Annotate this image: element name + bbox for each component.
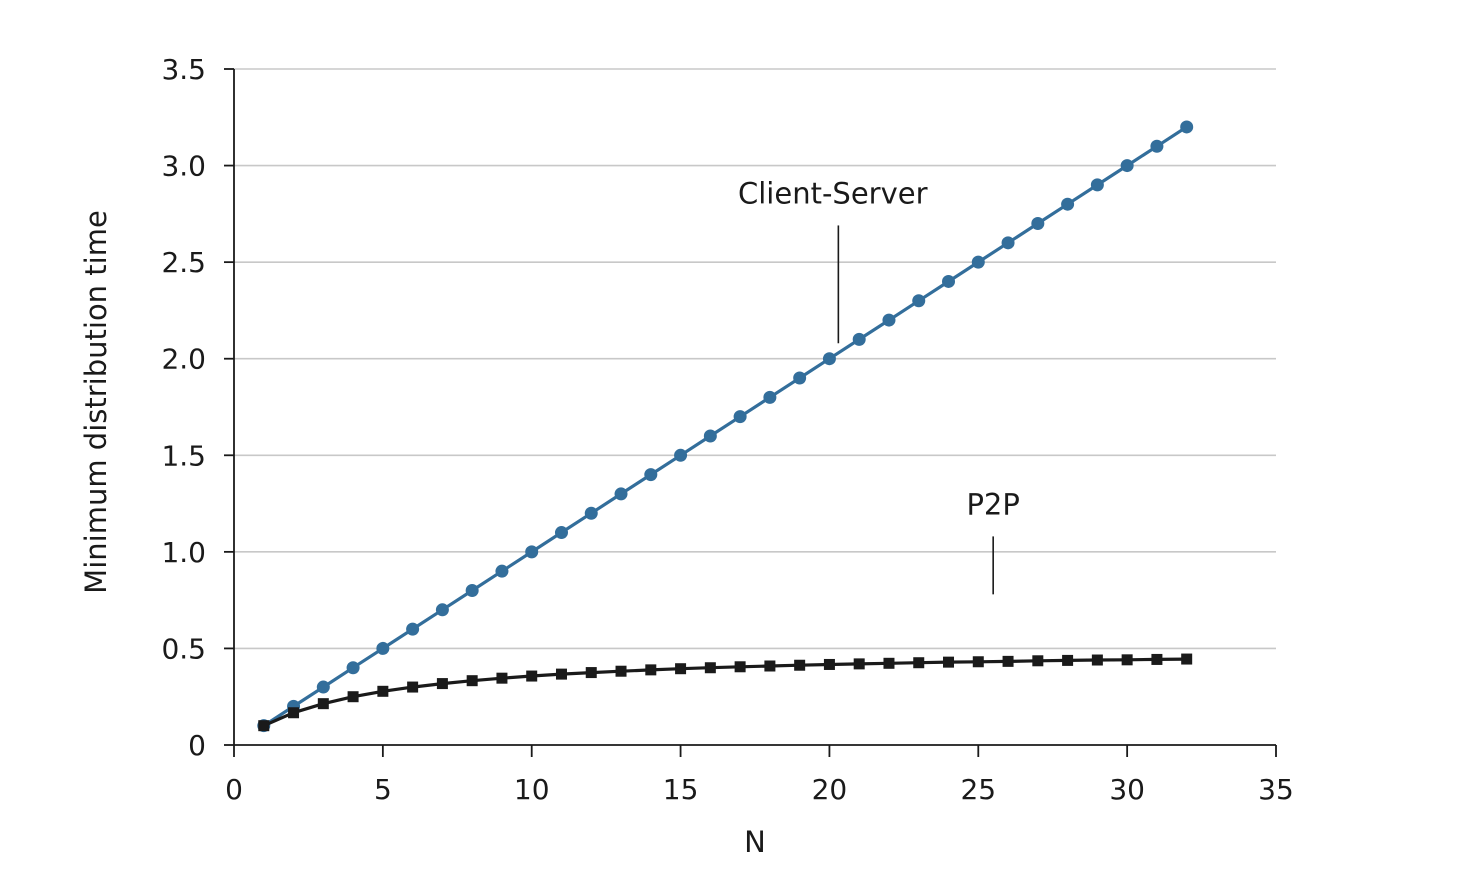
point-p2p-0 — [258, 720, 270, 732]
point-client-server-20 — [852, 332, 866, 346]
y-tick-label-4: 2.0 — [161, 343, 206, 376]
series-line-p2p — [263, 657, 1187, 728]
point-p2p-3 — [347, 691, 359, 703]
annotation-label-client-server: Client-Server — [738, 176, 928, 210]
point-p2p-6 — [436, 678, 448, 690]
point-p2p-1 — [288, 707, 300, 719]
point-client-server-18 — [793, 371, 807, 385]
point-p2p-28 — [1091, 654, 1103, 666]
point-client-server-16 — [733, 410, 747, 424]
point-p2p-19 — [823, 658, 835, 670]
y-tick-label-5: 2.5 — [161, 246, 206, 279]
point-p2p-2 — [317, 698, 329, 710]
point-client-server-11 — [584, 506, 598, 520]
point-client-server-15 — [703, 429, 717, 443]
series-client-server — [257, 120, 1194, 733]
point-client-server-27 — [1061, 197, 1075, 211]
x-tick-label-4: 20 — [812, 773, 848, 806]
point-client-server-19 — [822, 352, 836, 366]
point-client-server-26 — [1031, 217, 1045, 231]
x-tick-label-5: 25 — [960, 773, 996, 806]
point-p2p-21 — [883, 657, 895, 669]
x-tick-label-6: 30 — [1109, 773, 1145, 806]
point-p2p-17 — [764, 660, 776, 672]
y-tick-label-7: 3.5 — [161, 53, 206, 86]
point-client-server-4 — [376, 641, 390, 655]
x-tick-label-1: 5 — [374, 773, 392, 806]
point-client-server-2 — [316, 680, 330, 694]
point-client-server-29 — [1120, 159, 1134, 173]
y-axis-title: Minimum distribution time — [79, 210, 113, 594]
series-p2p — [258, 653, 1193, 732]
point-p2p-27 — [1062, 654, 1074, 666]
x-tick-label-0: 0 — [225, 773, 243, 806]
point-p2p-15 — [704, 662, 716, 674]
point-client-server-5 — [406, 622, 420, 636]
y-tick-label-0: 0 — [188, 729, 206, 762]
point-p2p-26 — [1032, 655, 1044, 667]
y-tick-label-1: 0.5 — [161, 632, 206, 665]
point-p2p-7 — [466, 675, 478, 687]
point-p2p-5 — [407, 681, 419, 693]
y-tick-label-2: 1.0 — [161, 536, 206, 569]
ticks: 0 0.5 1.0 1.5 2.0 2.5 3.0 3.5 0 5 10 15 20 25 30 35 — [161, 53, 1293, 806]
point-client-server-21 — [882, 313, 896, 327]
point-client-server-14 — [674, 448, 688, 462]
point-client-server-12 — [614, 487, 628, 501]
point-p2p-8 — [496, 672, 508, 684]
point-client-server-23 — [942, 274, 956, 288]
x-tick-label-7: 35 — [1258, 773, 1294, 806]
point-p2p-11 — [585, 667, 597, 679]
point-client-server-30 — [1150, 139, 1164, 153]
point-p2p-4 — [377, 685, 389, 697]
x-tick-label-2: 10 — [514, 773, 550, 806]
x-axis-title: N — [744, 825, 766, 859]
point-client-server-8 — [495, 564, 509, 578]
point-p2p-23 — [943, 656, 955, 668]
point-client-server-17 — [763, 390, 777, 404]
y-tick-label-3: 1.5 — [161, 439, 206, 472]
point-client-server-6 — [435, 603, 449, 617]
series-layer — [257, 120, 1194, 733]
point-client-server-25 — [1001, 236, 1015, 250]
series-line-client-server — [262, 125, 1188, 728]
point-p2p-20 — [853, 658, 865, 670]
point-client-server-9 — [525, 545, 539, 559]
point-p2p-24 — [972, 656, 984, 668]
point-p2p-9 — [526, 670, 538, 682]
point-client-server-7 — [465, 583, 479, 597]
y-tick-label-6: 3.0 — [161, 150, 206, 183]
point-p2p-18 — [794, 659, 806, 671]
point-p2p-31 — [1181, 653, 1193, 665]
point-p2p-29 — [1121, 654, 1133, 666]
gridlines — [234, 68, 1276, 650]
x-tick-label-3: 15 — [663, 773, 699, 806]
annotations: Client-Server P2P — [738, 176, 1020, 595]
point-p2p-16 — [734, 661, 746, 673]
point-p2p-22 — [913, 657, 925, 669]
annotation-label-p2p: P2P — [966, 487, 1019, 521]
point-client-server-24 — [971, 255, 985, 269]
point-client-server-31 — [1180, 120, 1194, 134]
point-client-server-13 — [644, 468, 658, 482]
point-p2p-14 — [675, 663, 687, 675]
point-p2p-25 — [1002, 655, 1014, 667]
point-client-server-28 — [1090, 178, 1104, 192]
point-p2p-13 — [645, 664, 657, 676]
point-p2p-30 — [1151, 653, 1163, 665]
point-p2p-10 — [555, 668, 567, 680]
point-client-server-22 — [912, 294, 926, 308]
point-p2p-12 — [615, 665, 627, 677]
point-client-server-3 — [346, 661, 360, 675]
axes — [233, 69, 1276, 746]
point-client-server-10 — [554, 526, 568, 540]
